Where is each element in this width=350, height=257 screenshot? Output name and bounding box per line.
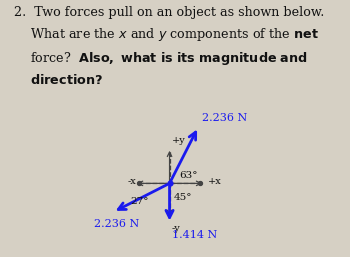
Point [167,181,172,185]
Text: 2.  Two forces pull on an object as shown below.
    What are the $x$ and $y$ co: 2. Two forces pull on an object as shown… [14,6,324,87]
Text: 2.236 N: 2.236 N [94,219,139,229]
Point [197,181,203,185]
Point [136,181,142,185]
Text: 27°: 27° [130,197,149,206]
Text: -x: -x [127,177,136,186]
Text: +x: +x [208,177,222,186]
Text: 45°: 45° [174,193,192,202]
Text: -y: -y [172,224,181,233]
Text: +y: +y [172,136,186,145]
Text: 2.236 N: 2.236 N [202,113,247,123]
Text: 63°: 63° [179,171,198,180]
Text: 1.414 N: 1.414 N [172,230,217,240]
